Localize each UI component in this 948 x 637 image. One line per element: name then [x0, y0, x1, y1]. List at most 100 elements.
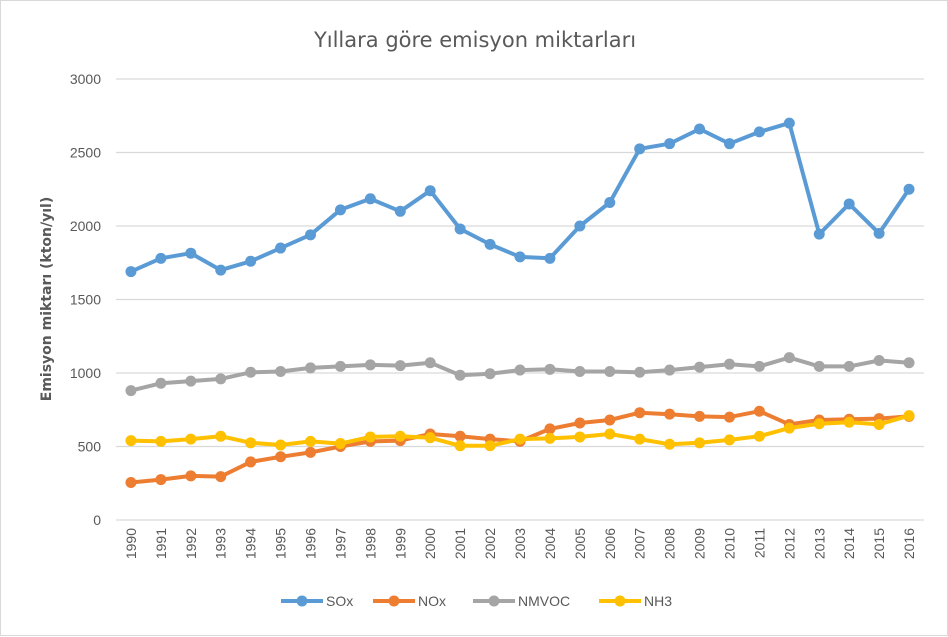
data-point-marker	[723, 358, 735, 370]
data-point-marker	[544, 423, 556, 435]
data-point-marker	[185, 433, 197, 445]
data-point-marker	[394, 360, 406, 372]
data-point-marker	[753, 360, 765, 372]
data-point-marker	[215, 430, 227, 442]
x-tick-label: 1996	[303, 528, 319, 559]
x-tick-label: 2005	[572, 528, 588, 559]
data-point-marker	[155, 377, 167, 389]
data-point-marker	[484, 440, 496, 452]
x-tick-label: 2007	[632, 528, 648, 559]
data-point-marker	[514, 364, 526, 376]
x-tick-label: 1994	[243, 528, 259, 559]
data-point-marker	[753, 405, 765, 417]
data-point-marker	[424, 185, 436, 197]
data-point-marker	[275, 366, 287, 378]
data-point-marker	[544, 252, 556, 264]
data-point-marker	[424, 357, 436, 369]
data-point-marker	[394, 205, 406, 217]
data-point-marker	[813, 228, 825, 240]
legend-item-nh3: NH3	[599, 593, 672, 609]
legend-marker-icon	[388, 595, 400, 607]
data-point-marker	[723, 411, 735, 423]
data-point-marker	[634, 366, 646, 378]
data-point-marker	[694, 361, 706, 373]
x-tick-label: 2012	[781, 528, 797, 559]
legend-marker-icon	[488, 595, 500, 607]
series-nmvoc	[125, 352, 915, 397]
data-point-marker	[544, 432, 556, 444]
data-point-marker	[813, 418, 825, 430]
data-point-marker	[155, 435, 167, 447]
x-tick-label: 1992	[183, 528, 199, 559]
data-point-marker	[903, 183, 915, 195]
data-point-marker	[305, 362, 317, 374]
data-point-marker	[305, 435, 317, 447]
data-point-marker	[215, 471, 227, 483]
data-point-marker	[125, 266, 137, 278]
data-point-marker	[454, 440, 466, 452]
x-tick-label: 2006	[602, 528, 618, 559]
legend: SOx NOx NMVOC NH3	[281, 593, 672, 609]
data-point-marker	[843, 416, 855, 428]
data-point-marker	[334, 204, 346, 216]
x-tick-label: 1995	[273, 528, 289, 559]
data-point-marker	[903, 357, 915, 369]
x-tick-label: 1999	[392, 528, 408, 559]
data-point-marker	[813, 360, 825, 372]
data-point-marker	[694, 437, 706, 449]
data-point-marker	[783, 422, 795, 434]
chart-title: Yıllara göre emisyon miktarları	[313, 28, 636, 52]
data-point-marker	[125, 435, 137, 447]
data-point-marker	[574, 220, 586, 232]
legend-item-sox: SOx	[281, 593, 353, 609]
x-tick-label: 2001	[452, 528, 468, 559]
x-tick-label: 2003	[512, 528, 528, 559]
legend-label: SOx	[326, 593, 353, 609]
data-point-marker	[424, 432, 436, 444]
data-point-marker	[275, 242, 287, 254]
legend-label: NOx	[418, 593, 446, 609]
x-tick-label: 2014	[841, 528, 857, 559]
y-tick-label: 1500	[70, 292, 101, 308]
data-point-marker	[215, 373, 227, 385]
data-point-marker	[604, 428, 616, 440]
data-point-marker	[364, 193, 376, 205]
legend-item-nmvoc: NMVOC	[473, 593, 570, 609]
data-point-marker	[873, 418, 885, 430]
x-tick-label: 2009	[692, 528, 708, 559]
data-point-marker	[454, 369, 466, 381]
y-axis-label: Emisyon miktarı (kton/yıl)	[39, 197, 55, 402]
x-tick-label: 2004	[542, 528, 558, 559]
data-point-marker	[484, 368, 496, 380]
data-point-marker	[364, 359, 376, 371]
y-tick-label: 2500	[70, 145, 101, 161]
data-point-marker	[394, 430, 406, 442]
data-point-marker	[245, 255, 257, 267]
data-point-marker	[694, 123, 706, 135]
y-tick-label: 0	[93, 512, 101, 528]
data-point-marker	[514, 433, 526, 445]
data-point-marker	[544, 363, 556, 375]
data-point-marker	[125, 385, 137, 397]
data-point-marker	[753, 126, 765, 138]
data-point-marker	[305, 229, 317, 241]
data-point-marker	[185, 247, 197, 259]
data-point-marker	[574, 366, 586, 378]
data-point-marker	[574, 431, 586, 443]
series-lines	[125, 117, 915, 489]
data-point-marker	[334, 438, 346, 450]
x-axis-ticks: 1990 1991 1992 1993 1994 1995 1996 1997 1998 1999…	[123, 528, 917, 559]
x-tick-label: 1997	[332, 528, 348, 559]
legend-label: NH3	[644, 593, 672, 609]
x-tick-label: 1991	[153, 528, 169, 559]
legend-label: NMVOC	[518, 593, 570, 609]
data-point-marker	[305, 446, 317, 458]
y-tick-label: 3000	[70, 71, 101, 87]
x-tick-label: 2016	[901, 528, 917, 559]
x-tick-label: 2002	[482, 528, 498, 559]
legend-marker-icon	[296, 595, 308, 607]
data-point-marker	[873, 227, 885, 239]
x-tick-label: 1998	[362, 528, 378, 559]
data-point-marker	[664, 408, 676, 420]
